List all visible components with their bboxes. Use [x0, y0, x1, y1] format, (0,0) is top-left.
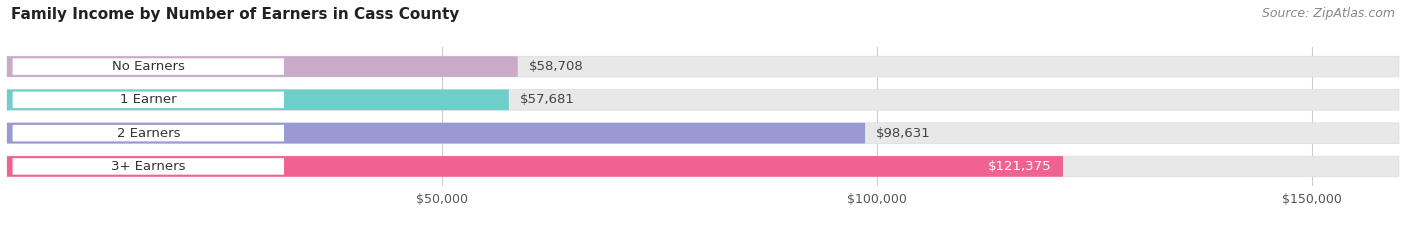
FancyBboxPatch shape: [7, 156, 1399, 177]
FancyBboxPatch shape: [13, 58, 284, 75]
FancyBboxPatch shape: [13, 125, 284, 141]
FancyBboxPatch shape: [7, 56, 517, 77]
Text: $121,375: $121,375: [988, 160, 1052, 173]
FancyBboxPatch shape: [7, 123, 865, 144]
Text: 3+ Earners: 3+ Earners: [111, 160, 186, 173]
Text: No Earners: No Earners: [112, 60, 184, 73]
FancyBboxPatch shape: [7, 89, 509, 110]
FancyBboxPatch shape: [7, 89, 1399, 110]
FancyBboxPatch shape: [7, 56, 1399, 77]
FancyBboxPatch shape: [13, 92, 284, 108]
FancyBboxPatch shape: [7, 156, 1063, 177]
Text: $58,708: $58,708: [529, 60, 583, 73]
Text: 2 Earners: 2 Earners: [117, 127, 180, 140]
FancyBboxPatch shape: [13, 158, 284, 175]
Text: $57,681: $57,681: [520, 93, 575, 106]
Text: Source: ZipAtlas.com: Source: ZipAtlas.com: [1261, 7, 1395, 20]
Text: $98,631: $98,631: [876, 127, 931, 140]
Text: 1 Earner: 1 Earner: [120, 93, 177, 106]
Text: Family Income by Number of Earners in Cass County: Family Income by Number of Earners in Ca…: [11, 7, 460, 22]
FancyBboxPatch shape: [7, 123, 1399, 144]
